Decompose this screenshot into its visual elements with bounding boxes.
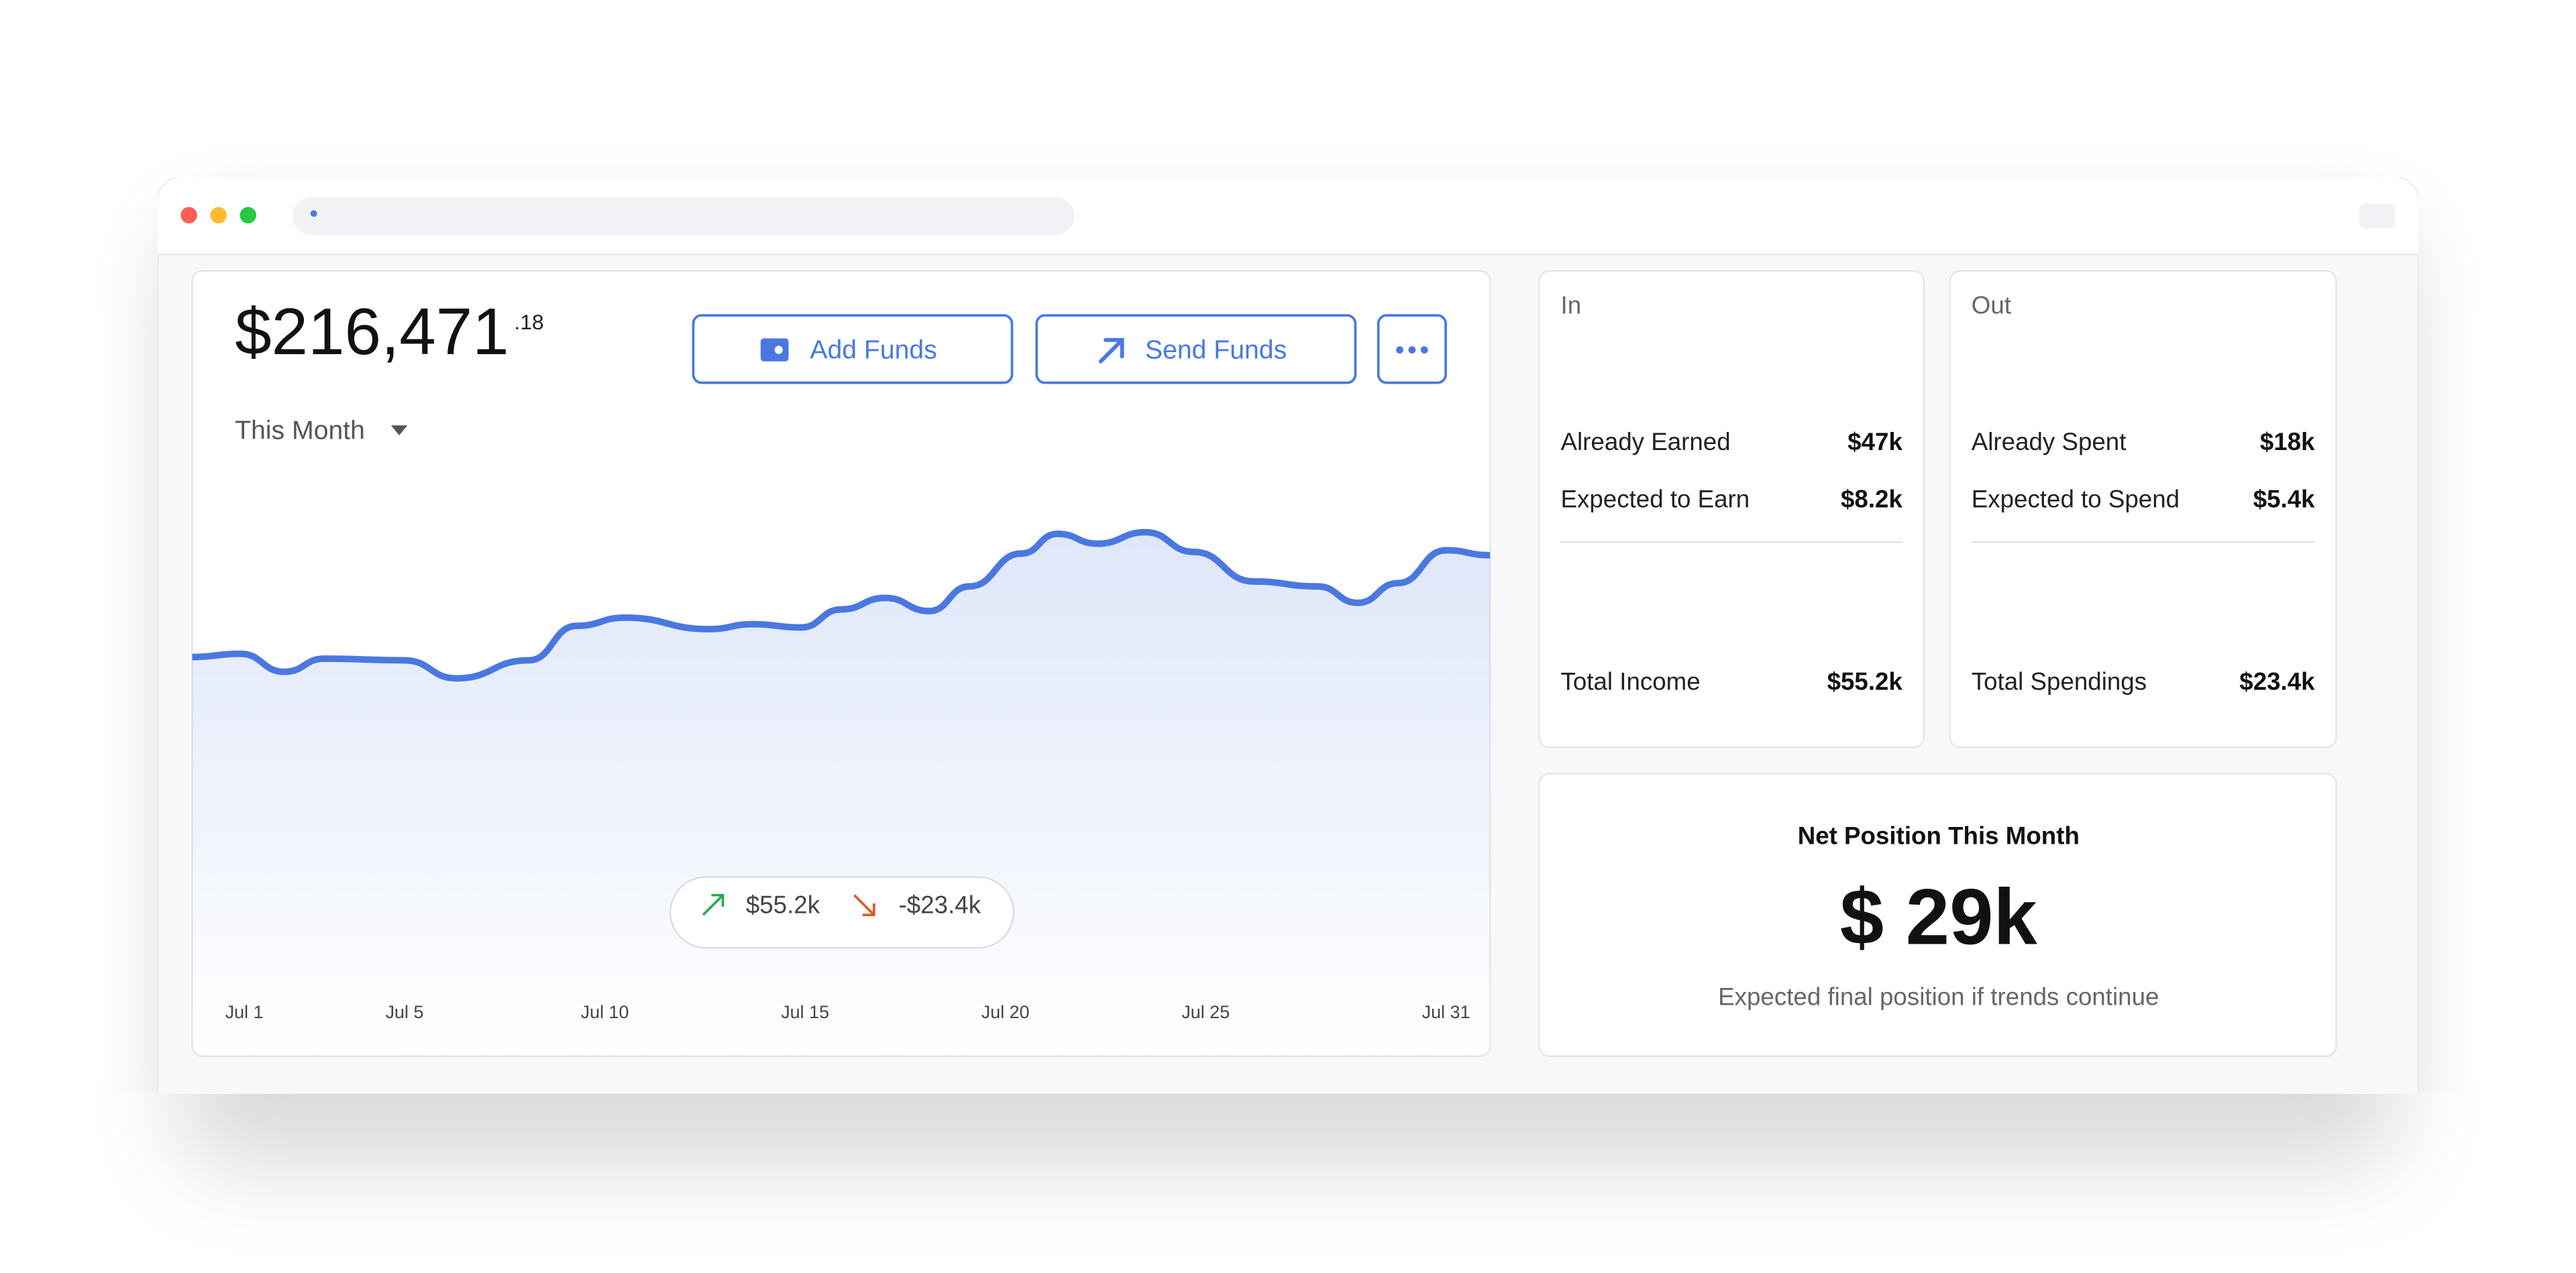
row-label: Already Earned (1561, 428, 1731, 455)
x-tick-label: Jul 10 (581, 1002, 629, 1022)
button-frame[interactable] (1035, 314, 1357, 384)
line (192, 529, 1491, 682)
in-card: In Already Earned $47k Expected to Earn … (1538, 270, 1925, 749)
summary-pill: $55.2k -$23.4k (669, 876, 1015, 949)
total-label: Total Spendings (1972, 667, 2147, 695)
x-tick-label: Jul 20 (981, 1002, 1030, 1022)
row-value: $47k (1847, 428, 1902, 455)
card-title: In (1561, 292, 1582, 319)
row-label: Already Spent (1972, 428, 2127, 455)
x-tick-label: Jul 1 (225, 1002, 264, 1022)
net-note: Expected final position if trends contin… (1718, 983, 2159, 1011)
total-value: $23.4k (2239, 667, 2315, 695)
card-frame (1538, 270, 1925, 749)
row-label: Expected to Spend (1972, 486, 2180, 513)
maximize-dot[interactable] (239, 207, 257, 224)
add-funds-button[interactable]: Add Funds (692, 314, 1014, 384)
x-tick-label: Jul 15 (781, 1002, 829, 1022)
send-icon (1098, 338, 1124, 364)
url-icon (310, 210, 317, 217)
down-arrow (853, 894, 875, 916)
dot (1396, 346, 1403, 354)
browser-window: Jul 1 Jul 5 Jul 10 Jul 15 Jul 20 Jul 25 Jul 31… (158, 177, 2418, 1095)
caret (390, 425, 408, 435)
dot (1420, 346, 1428, 354)
button-label[interactable]: Send Funds (1145, 335, 1287, 364)
income-summary: $55.2k (746, 891, 820, 919)
url-bar[interactable] (292, 197, 1075, 235)
more-button[interactable] (1377, 314, 1447, 384)
card-frame (1538, 773, 2337, 1057)
card-frame (1949, 270, 2337, 749)
x-tick-label: Jul 31 (1422, 1002, 1470, 1022)
up-arrow (702, 893, 724, 916)
out-card: Out Already Spent $18k Expected to Spend… (1949, 270, 2337, 749)
period-label[interactable]: This Month (235, 416, 365, 445)
net-title: Net Position This Month (1798, 822, 2080, 850)
net-value: $ 29k (1840, 873, 2038, 960)
card-title: Out (1972, 292, 2011, 319)
row-label: Expected to Earn (1561, 486, 1750, 513)
row-value: $8.2k (1841, 486, 1902, 513)
fade (0, 1094, 2576, 1273)
chart: Jul 1 Jul 5 Jul 10 Jul 15 Jul 20 Jul 25 Jul 31 (192, 529, 1491, 1056)
total-label: Total Income (1561, 667, 1701, 695)
row-value: $5.4k (2253, 486, 2315, 513)
balance-cents: .18 (515, 310, 544, 334)
pill-frame (669, 876, 1015, 949)
total-value: $55.2k (1827, 667, 1903, 695)
dot (1408, 346, 1416, 354)
wallet-icon-dot (774, 345, 783, 354)
x-tick-label: Jul 25 (1181, 1002, 1230, 1022)
toolbar-button[interactable] (2359, 203, 2396, 229)
spend-summary: -$23.4k (899, 891, 981, 919)
balance-amount: $216,471 (235, 294, 509, 368)
period-dropdown[interactable]: This Month (235, 416, 408, 445)
send-funds-button[interactable]: Send Funds (1035, 314, 1357, 384)
x-tick-label: Jul 5 (386, 1002, 424, 1022)
close-dot[interactable] (180, 207, 197, 224)
minimize-dot[interactable] (210, 207, 227, 224)
button-label[interactable]: Add Funds (810, 335, 936, 364)
row-value: $18k (2260, 428, 2315, 455)
net-card: Net Position This Month $ 29k Expected f… (1538, 773, 2337, 1057)
button-frame[interactable] (692, 314, 1014, 384)
